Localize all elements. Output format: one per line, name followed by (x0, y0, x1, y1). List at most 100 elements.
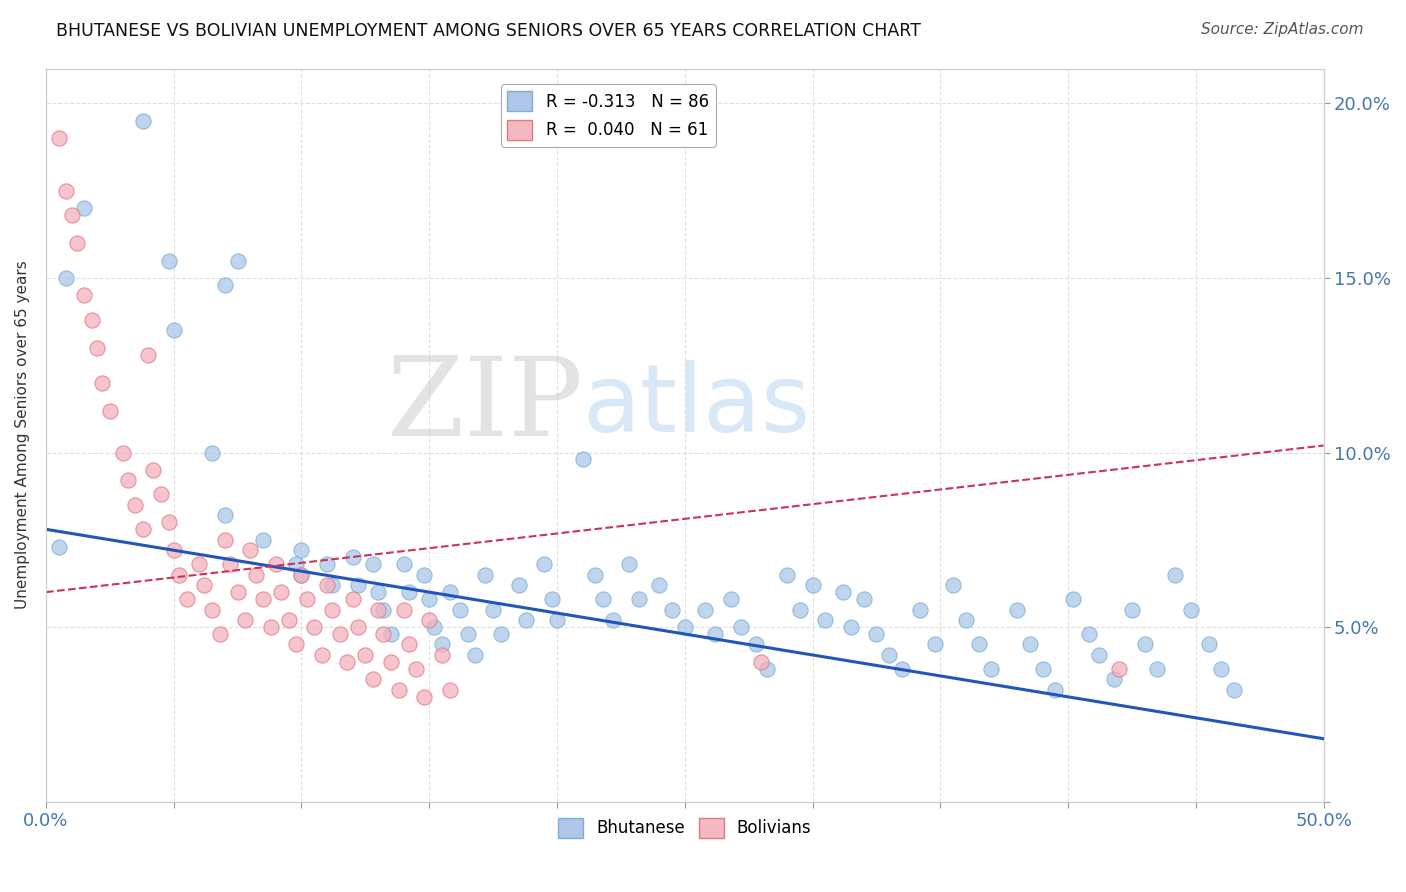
Point (583, 567, 606, 582)
Point (346, 578, 368, 592)
Point (648, 578, 671, 592)
Point (865, 627, 887, 641)
Point (124, 498, 146, 512)
Point (1146, 662, 1168, 676)
Point (695, 602, 717, 616)
Point (627, 592, 650, 607)
Text: BHUTANESE VS BOLIVIAN UNEMPLOYMENT AMONG SENIORS OVER 65 YEARS CORRELATION CHART: BHUTANESE VS BOLIVIAN UNEMPLOYMENT AMONG… (56, 22, 921, 40)
Point (546, 613, 568, 627)
Point (439, 585, 461, 599)
Point (908, 602, 931, 616)
Point (1121, 602, 1143, 616)
Point (86, 341, 108, 355)
Point (252, 533, 274, 547)
Point (321, 602, 343, 616)
Point (405, 662, 427, 676)
Point (891, 662, 914, 676)
Point (233, 613, 256, 627)
Point (673, 620, 696, 634)
Point (214, 508, 236, 523)
Point (1018, 638, 1040, 652)
Point (877, 648, 900, 662)
Point (208, 627, 231, 641)
Point (387, 682, 409, 697)
Point (342, 592, 364, 607)
Point (1198, 638, 1220, 652)
Point (176, 592, 198, 607)
Point (942, 578, 965, 592)
Point (316, 578, 339, 592)
Point (398, 585, 420, 599)
Point (311, 648, 333, 662)
Point (398, 638, 420, 652)
Point (285, 638, 308, 652)
Point (430, 648, 453, 662)
Point (60, 208, 83, 222)
Point (955, 613, 977, 627)
Point (136, 348, 159, 362)
Point (464, 648, 486, 662)
Point (413, 567, 436, 582)
Point (111, 445, 134, 459)
Point (201, 445, 224, 459)
Point (157, 253, 180, 268)
Point (55, 271, 77, 285)
Point (373, 627, 395, 641)
Point (1211, 662, 1233, 676)
Point (489, 627, 512, 641)
Point (439, 682, 461, 697)
Point (1102, 673, 1125, 687)
Point (751, 655, 773, 669)
Point (1062, 592, 1084, 607)
Text: atlas: atlas (582, 359, 811, 451)
Point (980, 662, 1002, 676)
Legend: Bhutanese, Bolivians: Bhutanese, Bolivians (551, 811, 818, 845)
Point (801, 578, 824, 592)
Point (413, 690, 436, 704)
Point (814, 613, 837, 627)
Point (219, 558, 242, 572)
Point (1087, 648, 1109, 662)
Point (73, 201, 96, 215)
Point (1133, 638, 1156, 652)
Point (482, 602, 505, 616)
Point (98, 403, 121, 417)
Point (1005, 602, 1028, 616)
Point (1045, 682, 1067, 697)
Point (852, 592, 875, 607)
Point (373, 602, 395, 616)
Text: Source: ZipAtlas.com: Source: ZipAtlas.com (1201, 22, 1364, 37)
Point (304, 620, 326, 634)
Point (142, 463, 165, 477)
Point (316, 558, 339, 572)
Point (290, 567, 312, 582)
Point (167, 567, 190, 582)
Point (295, 592, 318, 607)
Point (73, 288, 96, 302)
Point (329, 627, 352, 641)
Point (214, 533, 236, 547)
Point (270, 585, 292, 599)
Point (361, 673, 384, 687)
Point (380, 655, 402, 669)
Point (745, 638, 768, 652)
Point (367, 585, 389, 599)
Point (163, 543, 186, 558)
Point (418, 592, 440, 607)
Point (730, 620, 752, 634)
Point (346, 620, 368, 634)
Point (226, 585, 249, 599)
Point (80, 313, 103, 327)
Point (264, 558, 287, 572)
Point (91, 376, 114, 390)
Point (48, 540, 70, 554)
Point (277, 613, 299, 627)
Point (380, 627, 402, 641)
Point (1108, 662, 1130, 676)
Text: ZIP: ZIP (387, 352, 582, 459)
Point (1164, 567, 1187, 582)
Point (602, 613, 624, 627)
Point (117, 474, 139, 488)
Point (474, 567, 496, 582)
Point (290, 567, 312, 582)
